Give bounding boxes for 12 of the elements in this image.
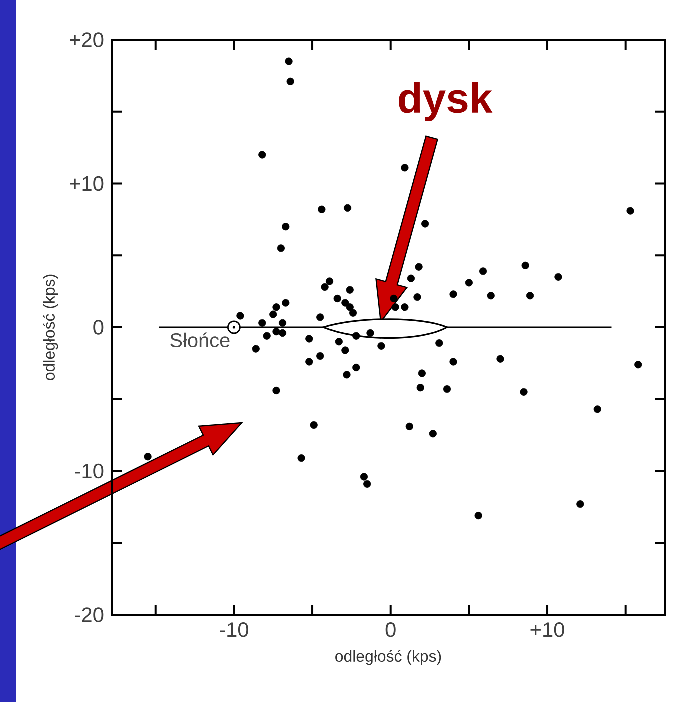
y-tick-label: +10 [70, 176, 104, 192]
x-tick-label: +10 [530, 622, 564, 638]
y-tick-label: -20 [75, 608, 104, 622]
y-tick-label: +20 [70, 32, 104, 48]
x-tick-label: 0 [386, 622, 396, 638]
y-tick-label: -10 [75, 464, 104, 479]
x-tick-label: -10 [220, 622, 248, 638]
y-axis-title: odległość (kps) [43, 274, 58, 380]
x-axis-title: odległość (kps) [336, 650, 442, 666]
annotation: dysk [399, 82, 493, 122]
annotation: Słońce [170, 332, 230, 348]
y-tick-label: 0 [94, 320, 104, 335]
